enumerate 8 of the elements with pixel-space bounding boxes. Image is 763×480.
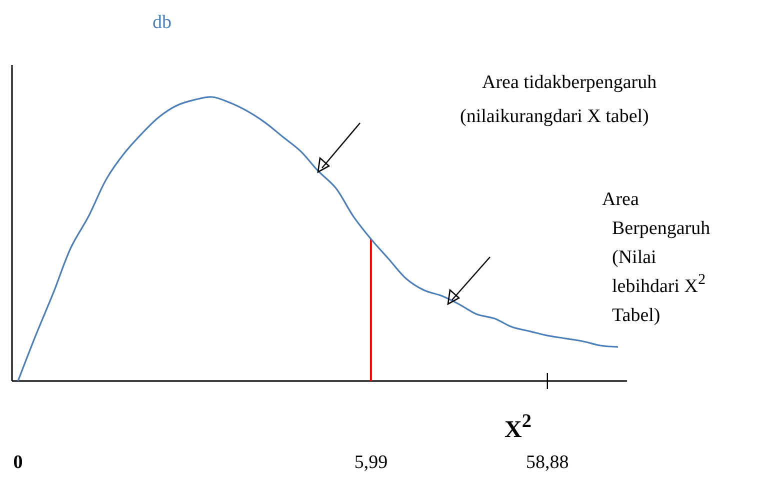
x-tick-label: 0 (13, 452, 23, 473)
x-tick-label: 58,88 (526, 452, 569, 473)
x-tick-label: 5,99 (354, 452, 388, 473)
x-axis-title: X$^{2}$ (504, 410, 532, 443)
text: Area Berpengaruh (Nilai lebihdari X$^{2}$ Tabel) (602, 189, 710, 326)
annotation: (nilaikurangdari X tabel) (460, 106, 649, 127)
y-axis-title: db (152, 12, 172, 33)
text: Area tidakberpengaruh (482, 72, 658, 93)
